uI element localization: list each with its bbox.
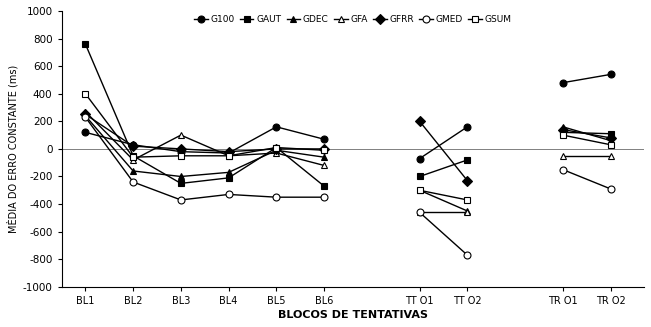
GMED [177,198,185,202]
GMED [320,195,328,199]
GFA [81,110,89,113]
GFA [177,133,185,137]
GDEC [320,155,328,159]
Y-axis label: MÈDIA DO ERRO CONSTANTE (ms): MÈDIA DO ERRO CONSTANTE (ms) [7,65,18,233]
Legend: G100, GAUT, GDEC, GFA, GFRR, GMED, GSUM: G100, GAUT, GDEC, GFA, GFRR, GMED, GSUM [194,15,512,25]
G100 [81,130,89,134]
G100 [273,125,281,129]
Line: GFA: GFA [82,108,327,169]
GFRR [320,147,328,151]
GFA [225,154,232,158]
GFRR [225,150,232,154]
Line: GMED: GMED [82,114,327,203]
GMED [130,180,137,184]
GDEC [273,148,281,152]
Line: GDEC: GDEC [82,112,327,180]
GAUT [130,154,137,158]
Line: GAUT: GAUT [82,41,327,190]
GMED [81,115,89,119]
GSUM [273,146,281,149]
GSUM [225,154,232,158]
GSUM [320,148,328,152]
GDEC [177,175,185,179]
GFRR [273,147,281,151]
Line: GSUM: GSUM [82,90,327,161]
GAUT [177,181,185,185]
GFRR [130,144,137,148]
GSUM [130,155,137,159]
G100 [225,151,232,155]
GFRR [177,147,185,151]
GMED [225,193,232,197]
G100 [130,143,137,147]
G100 [177,150,185,154]
GDEC [225,170,232,174]
GDEC [81,114,89,118]
GDEC [130,169,137,173]
GAUT [225,176,232,180]
G100 [320,137,328,141]
Line: GFRR: GFRR [82,111,327,155]
X-axis label: BLOCOS DE TENTATIVAS: BLOCOS DE TENTATIVAS [278,310,428,320]
GMED [273,195,281,199]
Line: G100: G100 [82,123,327,157]
GFA [273,151,281,155]
GAUT [273,146,281,149]
GAUT [320,184,328,188]
GFRR [81,112,89,116]
GFA [320,164,328,167]
GAUT [81,42,89,46]
GFA [130,158,137,162]
GSUM [177,154,185,158]
GSUM [81,92,89,96]
